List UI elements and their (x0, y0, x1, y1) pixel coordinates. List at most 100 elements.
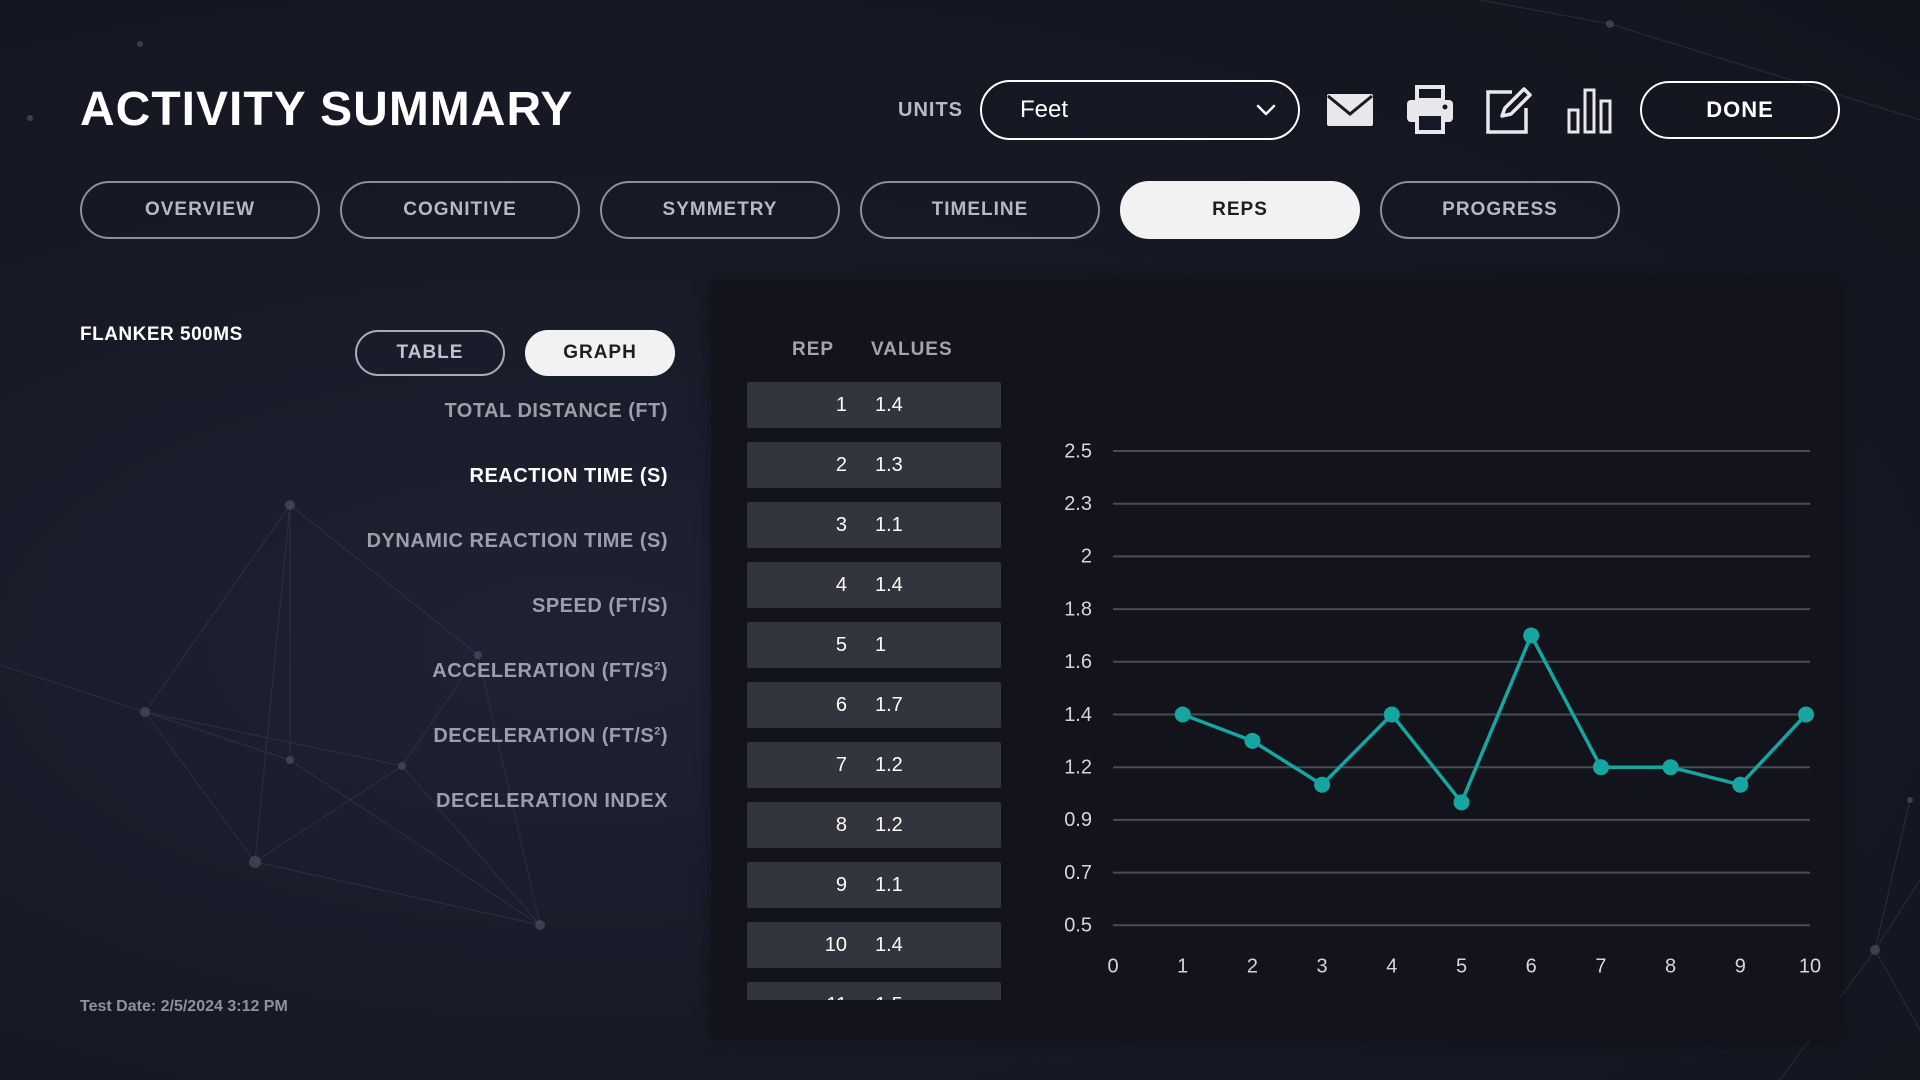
y-tick-label: 0.7 (1064, 862, 1092, 884)
metric-dynamic-reaction-time[interactable]: DYNAMIC REACTION TIME (S) (366, 530, 668, 552)
tab-reps[interactable]: REPS (1120, 181, 1360, 239)
metric-deceleration-index[interactable]: DECELERATION INDEX (436, 790, 668, 812)
rep-number: 3 (835, 514, 847, 536)
table-row: 7 1.2 (747, 742, 1001, 788)
rep-value: 1.1 (875, 514, 903, 536)
y-tick-label: 0.5 (1064, 915, 1092, 937)
print-icon (1407, 85, 1453, 134)
x-tick-label: 7 (1595, 955, 1606, 977)
metric-deceleration[interactable]: DECELERATION (FT/S2) (433, 725, 668, 747)
x-tick-label: 10 (1799, 955, 1821, 977)
tab-symmetry[interactable]: SYMMETRY (600, 181, 840, 239)
email-button[interactable] (1322, 82, 1378, 138)
table-view-toggle[interactable]: TABLE (355, 330, 505, 376)
rep-value: 1.1 (875, 874, 903, 896)
table-row: 8 1.2 (747, 802, 1001, 848)
rep-number: 9 (835, 874, 847, 896)
metric-speed[interactable]: SPEED (FT/S) (531, 595, 668, 617)
x-tick-label: 2 (1247, 955, 1258, 977)
rep-value: 1.2 (875, 814, 903, 836)
bar-chart-icon (1567, 88, 1612, 134)
mail-icon (1327, 94, 1373, 126)
table-row: 2 1.3 (747, 442, 1001, 488)
x-tick-label: 5 (1456, 955, 1467, 977)
rep-number: 11 (747, 994, 847, 1000)
data-point (1314, 776, 1331, 793)
y-tick-label: 2 (1081, 546, 1092, 568)
reps-line-chart: 2.5 2.3 2 1.8 1.6 1.4 1.2 0.9 0.7 0.5 0 1 2 3 4 5 6 7 8 9 10 (1064, 440, 1821, 977)
x-tick-label: 0 (1107, 955, 1118, 977)
metric-acceleration[interactable]: ACCELERATION (FT/S2) (432, 660, 668, 682)
rep-number: 4 (835, 574, 847, 596)
data-point (1592, 759, 1609, 776)
data-point (1798, 706, 1814, 723)
data-point (1732, 776, 1749, 793)
y-tick-label: 1.4 (1064, 704, 1092, 726)
y-tick-label: 2.3 (1064, 493, 1092, 515)
tab-timeline[interactable]: TIMELINE (860, 181, 1100, 239)
table-row: 1 1.4 (747, 382, 1001, 428)
rep-number: 2 (835, 454, 847, 476)
rep-number: 6 (835, 694, 847, 716)
y-tick-label: 1.8 (1064, 598, 1092, 620)
y-tick-label: 0.9 (1064, 809, 1092, 831)
table-row: 4 1.4 (747, 562, 1001, 608)
x-tick-label: 4 (1386, 955, 1397, 977)
rep-value: 1.4 (875, 934, 903, 956)
rep-value: 1.5 (875, 994, 903, 1000)
rep-value: 1.4 (875, 394, 903, 416)
progress-chart-button[interactable] (1562, 82, 1618, 138)
metric-list: TOTAL DISTANCE (FT) REACTION TIME (S) DY… (367, 400, 668, 855)
x-tick-label: 9 (1735, 955, 1746, 977)
table-row: 9 1.1 (747, 862, 1001, 908)
rep-value: 1.3 (875, 454, 903, 476)
tab-progress[interactable]: PROGRESS (1380, 181, 1620, 239)
table-row: 10 1.4 (747, 922, 1001, 968)
data-point (1453, 794, 1470, 811)
rep-column-header: REP (792, 339, 835, 360)
metric-total-distance[interactable]: TOTAL DISTANCE (FT) (444, 400, 668, 422)
data-point (1244, 732, 1261, 749)
activity-name: FLANKER 500MS (80, 324, 243, 345)
table-row: 6 1.7 (747, 682, 1001, 728)
metric-reaction-time[interactable]: REACTION TIME (S) (469, 465, 668, 487)
rep-value: 1 (875, 634, 887, 656)
reps-table[interactable]: 11.421.331.141.45161.771.281.291.1101.41… (747, 382, 1001, 1000)
series-line (1182, 633, 1808, 805)
x-tick-label: 6 (1526, 955, 1537, 977)
units-dropdown[interactable]: Feet (980, 80, 1300, 140)
edit-button[interactable] (1480, 82, 1536, 138)
edit-icon (1486, 87, 1532, 134)
data-point (1662, 759, 1679, 776)
graph-view-toggle[interactable]: GRAPH (525, 330, 675, 376)
tab-cognitive[interactable]: COGNITIVE (340, 181, 580, 239)
tab-overview[interactable]: OVERVIEW (80, 181, 320, 239)
rep-value: 1.4 (875, 574, 903, 596)
done-button[interactable]: DONE (1640, 81, 1840, 139)
rep-number: 10 (824, 934, 847, 956)
units-label: UNITS (898, 99, 963, 121)
x-tick-label: 8 (1665, 955, 1676, 977)
data-point (1523, 627, 1540, 644)
table-row: 111.5 (747, 982, 1001, 1000)
print-button[interactable] (1402, 82, 1458, 138)
data-point (1383, 706, 1400, 723)
page-title: ACTIVITY SUMMARY (80, 83, 574, 136)
rep-number: 1 (835, 394, 847, 416)
data-point (1174, 706, 1191, 723)
rep-number: 8 (835, 814, 847, 836)
x-tick-label: 3 (1317, 955, 1328, 977)
y-tick-label: 1.6 (1064, 651, 1092, 673)
values-column-header: VALUES (871, 339, 953, 360)
test-date: Test Date: 2/5/2024 3:12 PM (80, 998, 288, 1015)
y-tick-label: 2.5 (1064, 440, 1092, 462)
rep-number: 5 (835, 634, 847, 656)
table-row: 3 1.1 (747, 502, 1001, 548)
y-tick-label: 1.2 (1064, 756, 1092, 778)
rep-number: 7 (835, 754, 847, 776)
rep-value: 1.7 (875, 694, 903, 716)
x-tick-label: 1 (1177, 955, 1188, 977)
units-selected-value: Feet (1020, 96, 1069, 123)
chevron-down-icon (1256, 104, 1276, 116)
